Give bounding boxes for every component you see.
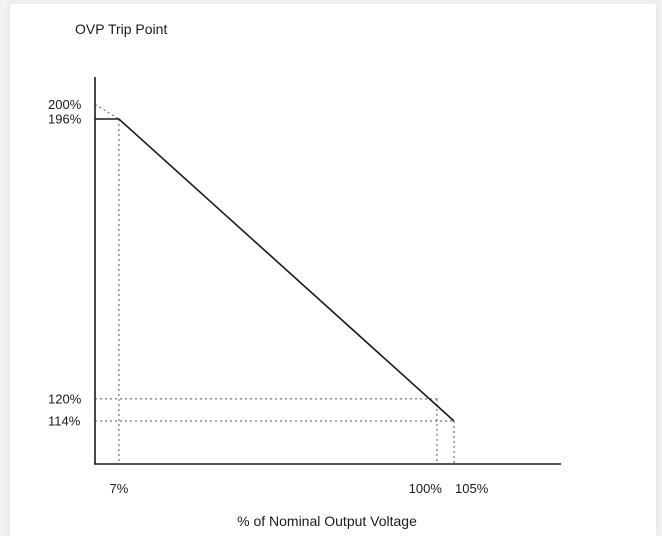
x-tick-label-1: 100% — [409, 481, 443, 496]
chart-card — [10, 4, 656, 536]
x-tick-label-0: 7% — [110, 481, 129, 496]
extrapolation-line — [94, 103, 120, 120]
y-tick-label-2: 120% — [48, 391, 82, 406]
y-tick-label-3: 114% — [48, 414, 81, 429]
y-tick-label-0: 200% — [48, 97, 82, 112]
x-axis-title: % of Nominal Output Voltage — [237, 513, 417, 529]
series-line-0 — [95, 118, 455, 422]
y-tick-label-1: 196% — [48, 112, 82, 127]
y-axis-title: OVP Trip Point — [75, 21, 167, 37]
x-tick-label-2: 105% — [455, 481, 489, 496]
